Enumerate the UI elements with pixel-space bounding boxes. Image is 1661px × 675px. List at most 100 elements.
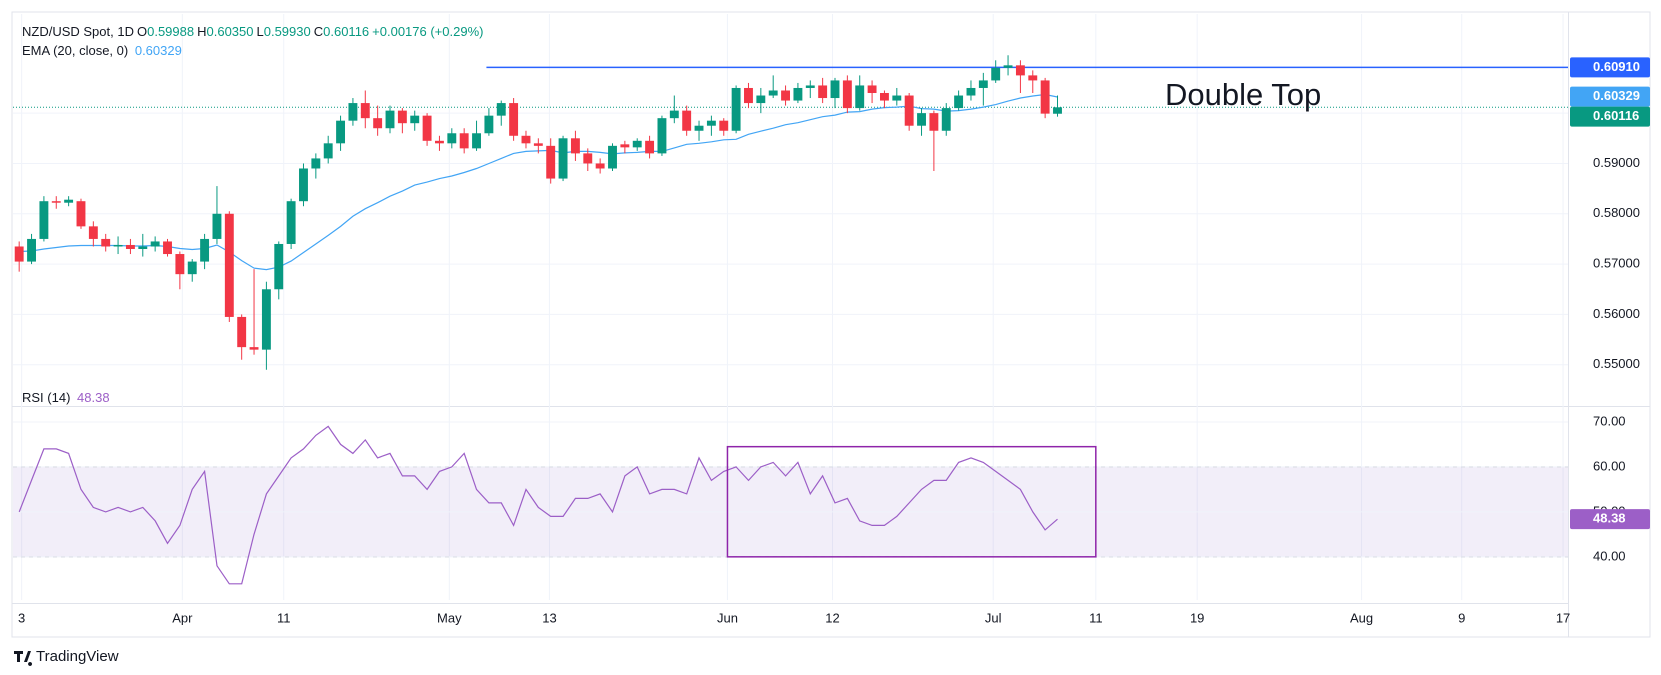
candle-body (472, 133, 481, 149)
candle-body (484, 115, 494, 134)
ema-header: EMA (20, close, 0) 0.60329 (22, 43, 185, 58)
candle-body (323, 143, 333, 159)
candle-body (917, 113, 926, 126)
candle-body (212, 213, 222, 239)
candle-body (261, 289, 271, 350)
candle-body (373, 118, 383, 129)
ema-value: 0.60329 (134, 43, 182, 58)
price-tag (1570, 57, 1650, 78)
candle-body (299, 168, 308, 202)
x-tick-label: 11 (1089, 610, 1103, 625)
ohlc-key: H (197, 24, 207, 39)
symbol: NZD/USD Spot, 1D (22, 24, 134, 39)
candle-body (657, 118, 667, 154)
candle-body (459, 133, 469, 149)
candle-body (51, 201, 61, 203)
candle-body (731, 87, 741, 131)
brand-logo: TradingView (14, 648, 119, 666)
y-tick-label: 0.59000 (1593, 155, 1640, 170)
candle-body (360, 103, 370, 119)
rsi-value: 48.38 (77, 390, 110, 405)
candle-body (645, 140, 655, 154)
rsi-line (18, 425, 1058, 585)
x-tick-label: 17 (1556, 610, 1570, 625)
candle-body (991, 67, 1001, 81)
rsi-label: RSI (14) (22, 390, 71, 405)
candle-body (595, 163, 605, 169)
candle-body (818, 85, 828, 99)
candle-body (348, 103, 358, 121)
candle-body (1040, 80, 1050, 114)
change: +0.00176 (+0.29%) (372, 24, 484, 39)
x-tick-label: 9 (1458, 610, 1465, 625)
rsi-box (726, 445, 1097, 558)
candle-body (954, 95, 964, 109)
candle-body (867, 85, 877, 94)
x-tick-label: 13 (542, 610, 556, 625)
candle-body (237, 316, 247, 348)
candle-body (768, 90, 778, 96)
candle-body (435, 140, 444, 144)
candle-body (879, 93, 889, 101)
candle-body (447, 133, 457, 144)
brand: TradingView (36, 648, 119, 665)
candle-body (64, 199, 74, 203)
x-tick-label: Apr (172, 610, 193, 625)
marks (13, 55, 1568, 585)
candle-body (336, 120, 346, 144)
candle-body (163, 241, 172, 255)
y-tick-label: 0.57000 (1593, 256, 1640, 271)
rsi-header: RSI (14) 48.38 (22, 390, 113, 405)
ohlc-value: 0.60350 (206, 24, 254, 39)
candle-body (546, 145, 556, 179)
ema-label: EMA (20, close, 0) (22, 43, 129, 58)
ohlc-key: L (256, 24, 264, 39)
ohlc-value: 0.60116 (323, 24, 370, 39)
candle-body (101, 238, 111, 247)
rsi-tick-label: 60.00 (1593, 458, 1626, 473)
ohlc-value: 0.59988 (147, 24, 195, 39)
candle-body (410, 115, 420, 124)
candle-body (744, 87, 753, 104)
candle-body (76, 201, 86, 227)
x-tick-label: Jul (985, 610, 1002, 625)
candle-body (842, 80, 852, 109)
price-tag-label: 0.60329 (1593, 88, 1640, 103)
candle-body (187, 261, 197, 275)
candle-body (175, 254, 185, 275)
candle-body (669, 110, 679, 119)
x-tick-label: 19 (1190, 610, 1204, 625)
candle-body (558, 138, 568, 179)
candle-body (929, 113, 939, 131)
candle-body (1053, 107, 1062, 114)
candle-body (694, 125, 704, 131)
candle-body (39, 201, 49, 239)
ohlc-value: 0.59930 (263, 24, 311, 39)
candle-body (150, 241, 160, 247)
price-tag (1570, 509, 1650, 530)
header: NZD/USD Spot, 1D O0.59988 H0.60350 L0.59930… (22, 24, 486, 39)
x-tick-label: 12 (825, 610, 839, 625)
candle-body (422, 115, 432, 141)
candle-body (496, 103, 506, 116)
candle-body (224, 213, 234, 317)
annotation: Double Top (1165, 77, 1321, 112)
candle-body (781, 90, 791, 101)
candle-body (521, 135, 531, 144)
candle-body (978, 80, 988, 88)
candle-body (1003, 65, 1013, 68)
price-tag (1570, 106, 1650, 127)
candle-body (608, 145, 617, 169)
candle-body (1028, 75, 1038, 81)
candle-body (113, 244, 123, 247)
x-tick-label: Jun (717, 610, 738, 625)
candle-body (583, 153, 593, 164)
candle-body (892, 95, 902, 101)
candle-body (200, 238, 210, 262)
candle-body (632, 140, 642, 148)
candle-body (1015, 65, 1025, 76)
candle-body (941, 108, 951, 131)
candle-body (533, 143, 543, 146)
candle-body (385, 110, 395, 129)
